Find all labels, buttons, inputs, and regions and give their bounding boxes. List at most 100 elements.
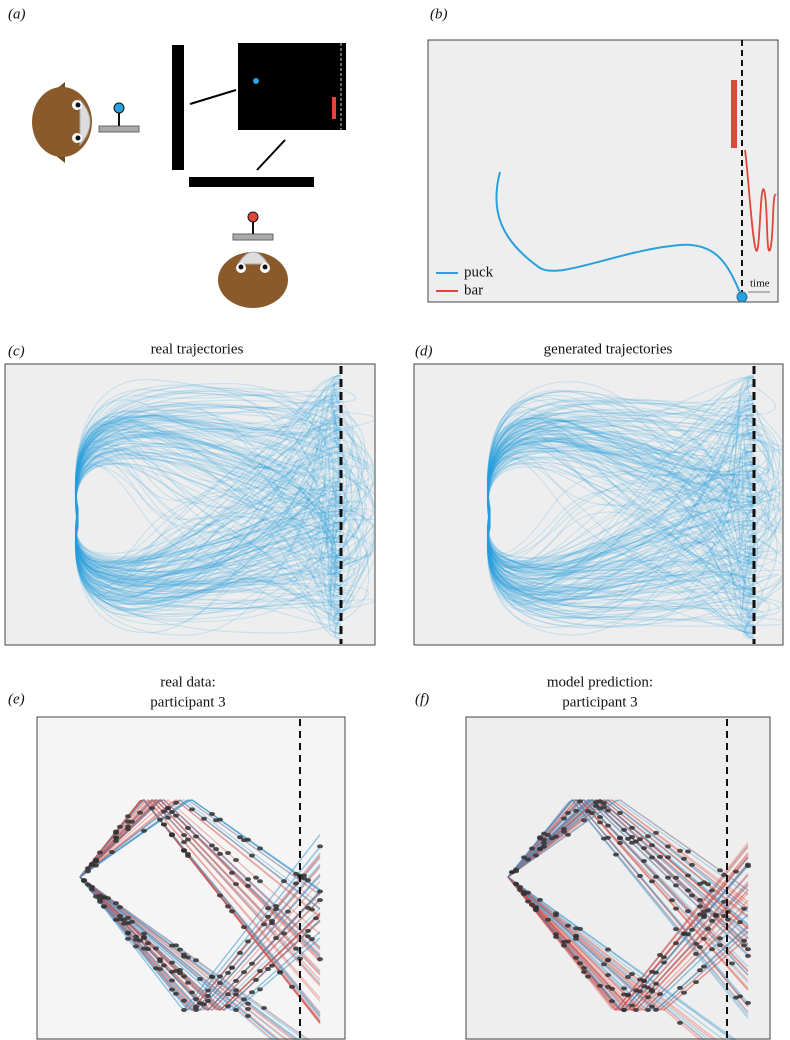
panel-label: (b): [430, 6, 448, 22]
sample-point: [625, 836, 631, 841]
sample-point: [281, 879, 287, 884]
trajectory: [74, 517, 342, 608]
trajectory: [79, 799, 321, 910]
trajectory: [486, 386, 755, 594]
trajectory: [487, 397, 755, 517]
trajectory: [486, 399, 755, 519]
sample-point: [169, 810, 175, 815]
bar-marker: [731, 80, 737, 148]
trajectory: [75, 408, 369, 575]
trajectory: [75, 396, 342, 565]
sample-point: [117, 824, 123, 829]
trajectory: [75, 508, 342, 635]
sample-point: [157, 967, 163, 972]
trajectory: [487, 394, 755, 596]
trajectory: [75, 415, 342, 512]
trajectory: [75, 453, 342, 569]
sample-point: [233, 992, 239, 997]
trajectory: [487, 449, 781, 564]
sample-point: [681, 931, 687, 936]
trajectory: [75, 386, 342, 620]
trajectory: [75, 399, 342, 520]
sample-point: [165, 815, 171, 820]
trajectory: [486, 389, 755, 515]
trajectory: [75, 495, 342, 568]
sample-point: [169, 987, 175, 992]
trajectory: [75, 481, 342, 610]
sample-point: [585, 974, 591, 979]
panel-frame: [36, 716, 346, 1040]
trajectory: [79, 799, 321, 949]
trajectory: [75, 401, 342, 514]
sample-point: [293, 871, 299, 876]
sample-point: [181, 840, 187, 845]
trajectory: [75, 514, 342, 589]
trajectory: [75, 433, 374, 581]
sample-point: [181, 833, 187, 838]
trajectory: [75, 443, 342, 552]
sample-point: [617, 810, 623, 815]
sample-point: [649, 843, 655, 848]
panel-frame: [465, 716, 771, 1040]
trajectory: [507, 799, 749, 991]
trajectory: [507, 876, 749, 1011]
sample-point: [141, 946, 147, 951]
trajectory: [487, 424, 755, 558]
trajectory: [487, 438, 755, 566]
trajectory: [487, 390, 755, 596]
trajectory: [487, 450, 755, 592]
sample-point: [649, 855, 655, 860]
trajectory: [487, 417, 755, 575]
trajectory: [487, 399, 781, 554]
trajectory: [487, 414, 770, 527]
trajectory: [487, 527, 755, 604]
trajectory: [487, 413, 755, 527]
trajectory: [75, 401, 342, 564]
sample-point: [561, 829, 567, 834]
sample-point: [85, 869, 91, 874]
trajectory: [487, 519, 755, 604]
trajectory: [507, 876, 749, 1011]
trajectory: [487, 429, 782, 586]
trajectory: [487, 443, 755, 524]
trajectory: [75, 463, 342, 599]
trajectory: [507, 852, 749, 1011]
trajectory: [75, 508, 374, 583]
trajectory: [487, 527, 764, 568]
panel-bg: [5, 364, 375, 645]
trajectory: [79, 853, 321, 1011]
trajectory: [487, 427, 755, 555]
trajectory: [75, 439, 342, 616]
trajectory: [74, 523, 342, 611]
sample-point: [725, 917, 731, 922]
sample-point: [97, 850, 103, 855]
trajectory: [79, 875, 321, 1011]
trajectory: [487, 406, 755, 605]
sample-point: [125, 824, 131, 829]
trajectory: [75, 421, 374, 564]
sample-point: [245, 1006, 251, 1011]
sample-point: [729, 961, 735, 966]
trajectory: [486, 525, 755, 574]
sample-point: [565, 832, 571, 837]
sample-point: [285, 909, 291, 914]
trajectory: [75, 467, 342, 577]
trajectory: [487, 447, 755, 526]
trajectory: [507, 876, 749, 1011]
sample-point: [581, 969, 587, 974]
trajectory: [487, 443, 755, 613]
trajectory: [487, 419, 755, 569]
trajectories: [74, 374, 374, 641]
trajectory: [75, 471, 342, 605]
trajectory: [75, 516, 342, 620]
trajectory: [507, 876, 749, 1011]
sample-point: [577, 961, 583, 966]
trajectory: [75, 452, 342, 607]
trajectory: [75, 376, 342, 626]
trajectory: [75, 421, 342, 522]
sample-point: [241, 997, 247, 1002]
trajectory: [487, 522, 755, 637]
sample-point: [693, 941, 699, 946]
trajectory: [75, 440, 342, 597]
trajectory: [507, 876, 714, 1040]
